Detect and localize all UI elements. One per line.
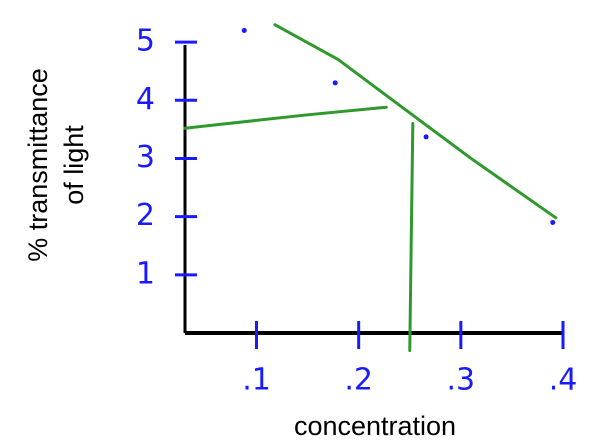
data-point xyxy=(424,134,429,139)
x-axis-label: concentration xyxy=(294,411,456,441)
y-axis-label: % transmittance of light xyxy=(23,68,89,262)
x-tick-label: .3 xyxy=(447,363,476,398)
trend-line xyxy=(410,124,413,351)
data-point xyxy=(550,220,555,225)
data-point xyxy=(242,28,247,33)
y-tick-label: 4 xyxy=(136,82,155,117)
y-tick-label: 1 xyxy=(136,256,155,291)
x-tick-label: .1 xyxy=(242,363,271,398)
y-axis-label-line: % transmittance xyxy=(23,68,53,262)
y-tick-label: 3 xyxy=(136,140,155,175)
x-tick-label: .2 xyxy=(344,363,373,398)
trend-line xyxy=(185,107,386,128)
trend-line xyxy=(275,25,556,218)
x-tick-label: .4 xyxy=(549,363,578,398)
y-axis-label-line: of light xyxy=(59,125,89,205)
y-tick-label: 2 xyxy=(136,198,155,233)
data-point xyxy=(333,80,338,85)
y-tick-label: 5 xyxy=(136,24,155,59)
chart: concentration % transmittance of light 1… xyxy=(0,0,595,448)
